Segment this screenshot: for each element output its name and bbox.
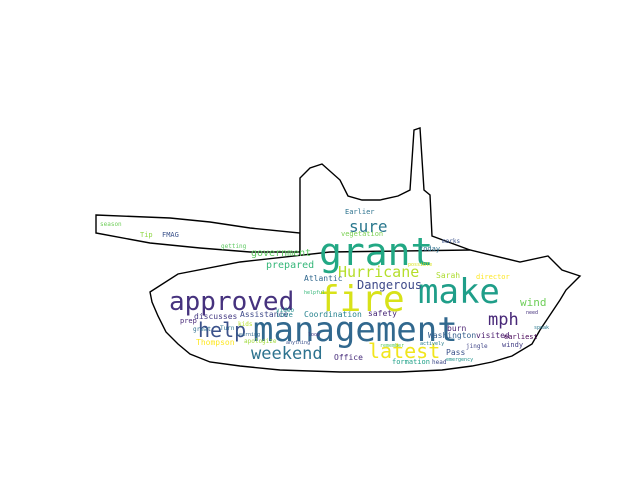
word-assistance: Assistance [240, 310, 288, 319]
word-earlier: Earlier [345, 208, 375, 216]
word-tip: Tip [140, 231, 153, 239]
word-season: season [100, 221, 122, 228]
word-coordination: Coordination [304, 310, 362, 319]
word-washington: Washington [428, 331, 476, 340]
word-prepared: prepared [266, 260, 314, 271]
word-fire: fire [318, 279, 405, 320]
word-today: today [419, 245, 440, 253]
word-actively: actively [420, 341, 444, 347]
word-head: head [432, 359, 447, 366]
word-possible: possible [408, 262, 432, 268]
word-visited: visited [476, 331, 510, 340]
word-learning: learning [236, 332, 260, 338]
word-sure: sure [349, 217, 388, 236]
word-director: director [476, 273, 510, 281]
word-getting: getting [221, 243, 247, 250]
word-thompson: Thompson [196, 338, 235, 347]
word-weekend: weekend [251, 344, 323, 364]
word-anything: anything [286, 340, 310, 346]
word-make: make [418, 272, 500, 312]
word-latest: latest [368, 339, 440, 363]
word-loop: loop [308, 332, 320, 338]
word-need: need [526, 310, 538, 316]
word-safety: safety [368, 309, 397, 318]
word-layer: management fire make grant approved help… [100, 208, 549, 366]
word-love: love [276, 311, 293, 319]
word-kids: kids [238, 321, 253, 328]
word-atlantic: Atlantic [304, 274, 343, 283]
word-jingle: jingle [466, 343, 488, 350]
word-windy: windy [502, 341, 523, 349]
word-sarah: Sarah [436, 271, 460, 280]
word-mph: mph [488, 310, 519, 330]
word-prep: prep [180, 317, 197, 325]
word-remember: remember [380, 343, 404, 349]
word-speak: speak [534, 325, 549, 331]
word-hurricane: Hurricane [338, 263, 419, 281]
word-great: great [193, 326, 211, 333]
word-emergency: emergency [446, 357, 473, 363]
word-approved: approved [169, 287, 294, 317]
word-apologize: apologize [244, 338, 277, 345]
word-help: help [198, 318, 246, 342]
word-pass: Pass [446, 348, 465, 357]
word-formation: formation [392, 358, 430, 366]
word-vegetation: vegetation [341, 230, 383, 238]
word-government: government [251, 248, 311, 259]
word-video: video [276, 307, 294, 314]
tank-barrel-outline [95, 214, 301, 253]
word-turn: Turn [220, 325, 235, 332]
word-burn: burn [447, 324, 466, 333]
word-dangerous: Dangerous [357, 278, 422, 292]
word-discusses: discusses [194, 312, 238, 321]
tank-outline [95, 127, 582, 373]
word-wind: wind [520, 296, 547, 309]
word-earliest: earliest [504, 333, 538, 341]
word-helpful: helpful [304, 290, 325, 296]
tank-hull-outline [149, 249, 582, 373]
word-fmag: FMAG [162, 231, 179, 239]
word-marks: marks [442, 238, 460, 245]
word-management: management [253, 310, 458, 350]
word-grant: grant [319, 230, 433, 274]
word-office: Office [334, 353, 363, 362]
